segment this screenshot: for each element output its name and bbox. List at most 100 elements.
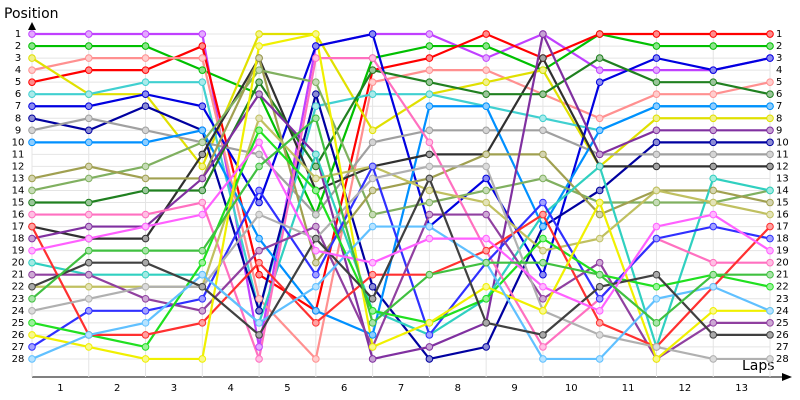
y-tick-label-right: 11 xyxy=(776,149,789,160)
position-marker xyxy=(539,307,547,315)
position-marker xyxy=(482,30,490,38)
position-marker xyxy=(255,234,263,243)
position-line xyxy=(31,30,770,361)
position-marker xyxy=(28,138,36,147)
position-marker xyxy=(28,282,36,291)
position-marker xyxy=(652,90,661,99)
position-marker xyxy=(255,355,263,363)
position-marker xyxy=(141,246,150,255)
position-marker xyxy=(539,114,547,123)
position-marker xyxy=(368,186,377,195)
position-marker xyxy=(709,186,718,195)
y-tick-label: 13 xyxy=(12,173,25,184)
position-marker xyxy=(84,294,93,303)
x-tick-label: 11 xyxy=(622,383,635,394)
position-marker xyxy=(255,66,263,74)
position-line xyxy=(31,212,771,349)
position-marker xyxy=(595,126,604,135)
position-marker xyxy=(198,355,207,363)
y-tick-label-right: 5 xyxy=(776,77,782,88)
position-marker xyxy=(141,174,150,183)
position-marker xyxy=(539,174,547,183)
y-tick-label-right: 8 xyxy=(776,113,782,124)
y-tick-label-right: 23 xyxy=(776,294,789,305)
position-marker xyxy=(709,282,718,291)
position-marker xyxy=(482,198,490,207)
position-marker xyxy=(766,114,774,123)
position-marker xyxy=(312,186,320,195)
x-axis-label: Laps xyxy=(742,358,775,374)
position-marker xyxy=(312,246,320,255)
position-marker xyxy=(482,78,490,86)
y-tick-label: 4 xyxy=(15,65,21,76)
position-marker xyxy=(312,162,320,171)
position-line xyxy=(31,165,770,361)
position-marker xyxy=(595,355,604,363)
position-marker xyxy=(368,174,377,183)
position-marker xyxy=(425,90,434,99)
position-marker xyxy=(28,222,36,231)
position-marker xyxy=(368,210,377,219)
position-marker xyxy=(482,186,490,195)
y-tick-label-right: 15 xyxy=(776,198,789,209)
y-tick-label: 1 xyxy=(15,29,21,40)
position-marker xyxy=(84,246,93,255)
y-tick-label-right: 12 xyxy=(776,161,789,172)
position-marker xyxy=(312,42,320,50)
position-marker xyxy=(652,78,661,86)
position-marker xyxy=(595,66,604,74)
position-marker xyxy=(482,66,490,74)
position-marker xyxy=(198,150,207,159)
position-marker xyxy=(368,126,377,135)
position-marker xyxy=(766,319,774,327)
position-marker xyxy=(709,114,718,123)
position-marker xyxy=(425,30,434,38)
position-marker xyxy=(312,90,320,99)
position-marker xyxy=(425,78,434,86)
position-line xyxy=(31,54,771,266)
position-marker xyxy=(255,246,263,255)
position-marker xyxy=(652,66,661,74)
position-marker xyxy=(595,78,604,86)
position-marker xyxy=(84,174,93,183)
position-marker xyxy=(595,270,604,279)
position-marker xyxy=(425,174,434,183)
y-tick-label: 9 xyxy=(15,125,21,136)
position-marker xyxy=(28,114,36,123)
position-marker xyxy=(84,42,93,50)
position-marker xyxy=(312,258,320,267)
position-marker xyxy=(198,307,207,315)
position-marker xyxy=(595,319,604,327)
position-marker xyxy=(766,307,774,315)
position-marker xyxy=(141,210,150,219)
position-marker xyxy=(312,319,320,327)
position-marker xyxy=(368,294,377,303)
x-tick-label: 4 xyxy=(228,383,234,394)
y-tick-label: 2 xyxy=(15,41,21,52)
position-marker xyxy=(84,66,93,74)
position-marker xyxy=(539,246,547,255)
position-marker xyxy=(141,30,150,38)
position-marker xyxy=(539,198,547,207)
position-marker xyxy=(141,54,150,62)
x-tick-label: 8 xyxy=(455,383,461,394)
position-marker xyxy=(141,258,150,267)
position-marker xyxy=(141,126,150,135)
position-marker xyxy=(368,270,377,279)
position-marker xyxy=(482,319,490,327)
position-marker xyxy=(28,258,36,267)
position-line xyxy=(31,225,771,361)
y-tick-label: 17 xyxy=(12,222,25,233)
position-marker xyxy=(141,90,150,99)
position-marker xyxy=(482,246,490,255)
position-line xyxy=(31,175,770,337)
position-marker xyxy=(425,126,434,135)
position-marker xyxy=(84,162,93,171)
position-marker xyxy=(141,294,150,303)
position-marker xyxy=(482,102,490,111)
position-marker xyxy=(709,355,718,363)
y-tick-label-right: 4 xyxy=(776,65,782,76)
position-marker xyxy=(482,294,490,303)
position-marker xyxy=(652,294,661,303)
